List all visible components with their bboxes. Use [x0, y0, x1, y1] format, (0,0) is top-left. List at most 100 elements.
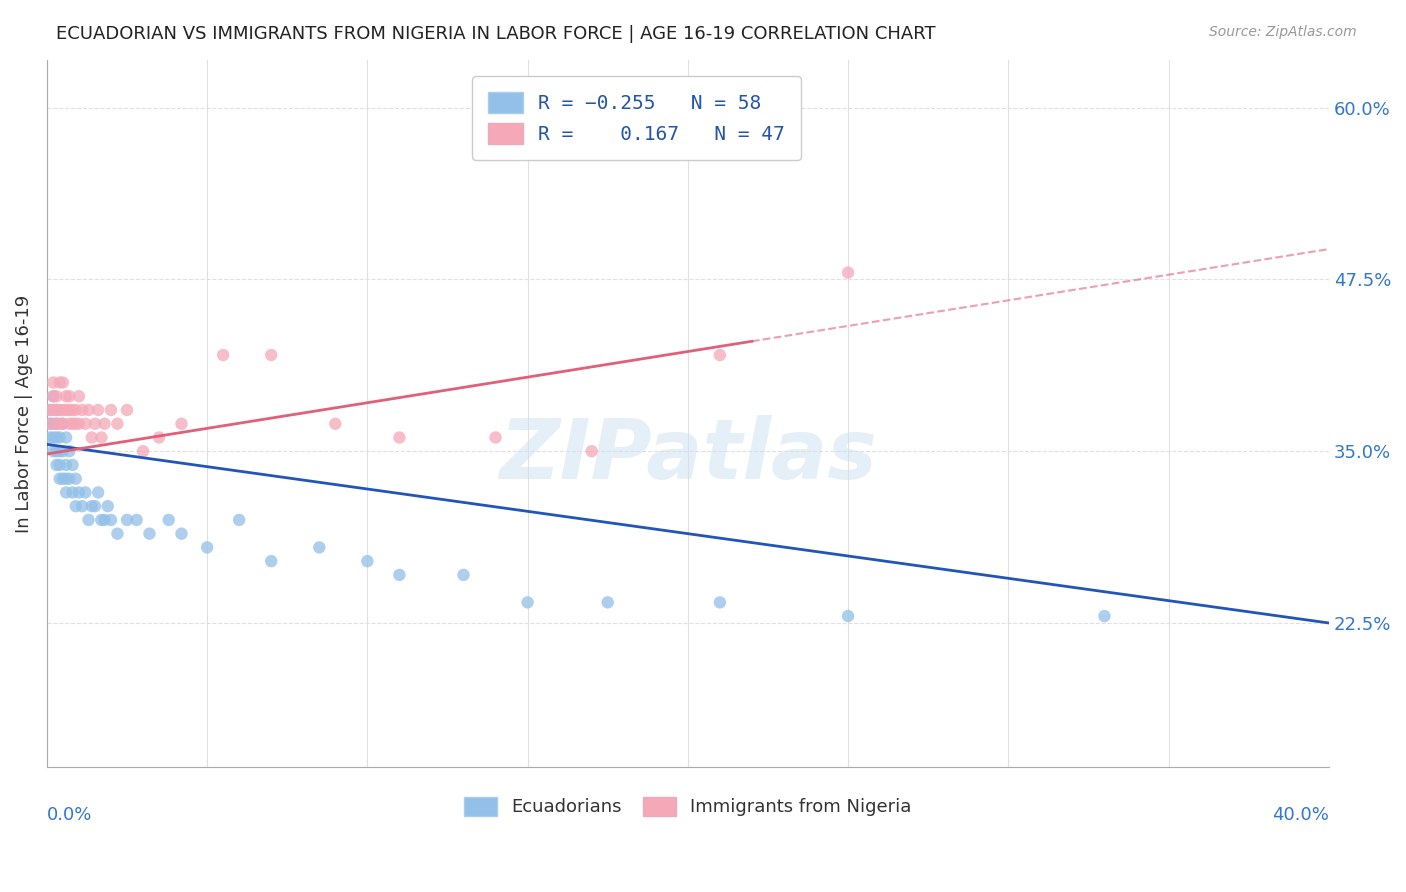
Point — [93, 417, 115, 431]
Point — [260, 348, 283, 362]
Text: 40.0%: 40.0% — [1272, 806, 1329, 824]
Point — [52, 403, 75, 417]
Point — [48, 376, 70, 390]
Point — [356, 554, 378, 568]
Point — [67, 485, 90, 500]
Point — [67, 389, 90, 403]
Point — [55, 389, 77, 403]
Point — [52, 376, 75, 390]
Point — [62, 485, 84, 500]
Point — [709, 595, 731, 609]
Point — [115, 513, 138, 527]
Point — [45, 417, 67, 431]
Point — [453, 567, 475, 582]
Point — [105, 417, 128, 431]
Point — [58, 403, 80, 417]
Point — [115, 403, 138, 417]
Point — [516, 595, 538, 609]
Point — [62, 417, 84, 431]
Point — [58, 444, 80, 458]
Text: ECUADORIAN VS IMMIGRANTS FROM NIGERIA IN LABOR FORCE | AGE 16-19 CORRELATION CHA: ECUADORIAN VS IMMIGRANTS FROM NIGERIA IN… — [56, 25, 936, 43]
Point — [84, 499, 107, 513]
Point — [157, 513, 180, 527]
Point — [100, 513, 122, 527]
Point — [97, 499, 120, 513]
Point — [596, 595, 619, 609]
Point — [93, 513, 115, 527]
Point — [55, 458, 77, 472]
Point — [62, 403, 84, 417]
Point — [484, 430, 506, 444]
Point — [39, 417, 62, 431]
Point — [58, 389, 80, 403]
Y-axis label: In Labor Force | Age 16-19: In Labor Force | Age 16-19 — [15, 294, 32, 533]
Point — [62, 458, 84, 472]
Text: Source: ZipAtlas.com: Source: ZipAtlas.com — [1209, 25, 1357, 39]
Point — [75, 417, 97, 431]
Point — [45, 417, 67, 431]
Point — [65, 472, 87, 486]
Point — [195, 541, 218, 555]
Point — [388, 430, 411, 444]
Point — [58, 417, 80, 431]
Point — [837, 609, 859, 624]
Point — [388, 567, 411, 582]
Point — [58, 472, 80, 486]
Point — [100, 403, 122, 417]
Point — [65, 417, 87, 431]
Point — [75, 485, 97, 500]
Point — [42, 403, 65, 417]
Legend: Ecuadorians, Immigrants from Nigeria: Ecuadorians, Immigrants from Nigeria — [456, 788, 921, 825]
Point — [48, 444, 70, 458]
Point — [308, 541, 330, 555]
Point — [52, 417, 75, 431]
Point — [70, 403, 93, 417]
Point — [42, 376, 65, 390]
Point — [52, 417, 75, 431]
Point — [42, 417, 65, 431]
Text: 0.0%: 0.0% — [46, 806, 93, 824]
Point — [45, 389, 67, 403]
Point — [709, 348, 731, 362]
Point — [77, 403, 100, 417]
Point — [70, 499, 93, 513]
Point — [260, 554, 283, 568]
Point — [45, 403, 67, 417]
Point — [55, 485, 77, 500]
Point — [55, 430, 77, 444]
Point — [42, 430, 65, 444]
Point — [84, 417, 107, 431]
Point — [48, 472, 70, 486]
Point — [45, 444, 67, 458]
Point — [323, 417, 346, 431]
Point — [132, 444, 155, 458]
Point — [42, 444, 65, 458]
Point — [87, 403, 110, 417]
Point — [65, 403, 87, 417]
Point — [170, 526, 193, 541]
Point — [39, 403, 62, 417]
Point — [228, 513, 250, 527]
Point — [837, 266, 859, 280]
Point — [45, 430, 67, 444]
Point — [105, 526, 128, 541]
Point — [39, 430, 62, 444]
Point — [39, 417, 62, 431]
Point — [67, 417, 90, 431]
Point — [90, 430, 112, 444]
Point — [80, 430, 103, 444]
Point — [170, 417, 193, 431]
Point — [1094, 609, 1116, 624]
Point — [80, 499, 103, 513]
Point — [45, 458, 67, 472]
Point — [55, 403, 77, 417]
Point — [148, 430, 170, 444]
Point — [39, 403, 62, 417]
Point — [65, 499, 87, 513]
Point — [48, 458, 70, 472]
Point — [87, 485, 110, 500]
Point — [55, 472, 77, 486]
Point — [48, 403, 70, 417]
Text: ZIPatlas: ZIPatlas — [499, 416, 877, 496]
Point — [52, 444, 75, 458]
